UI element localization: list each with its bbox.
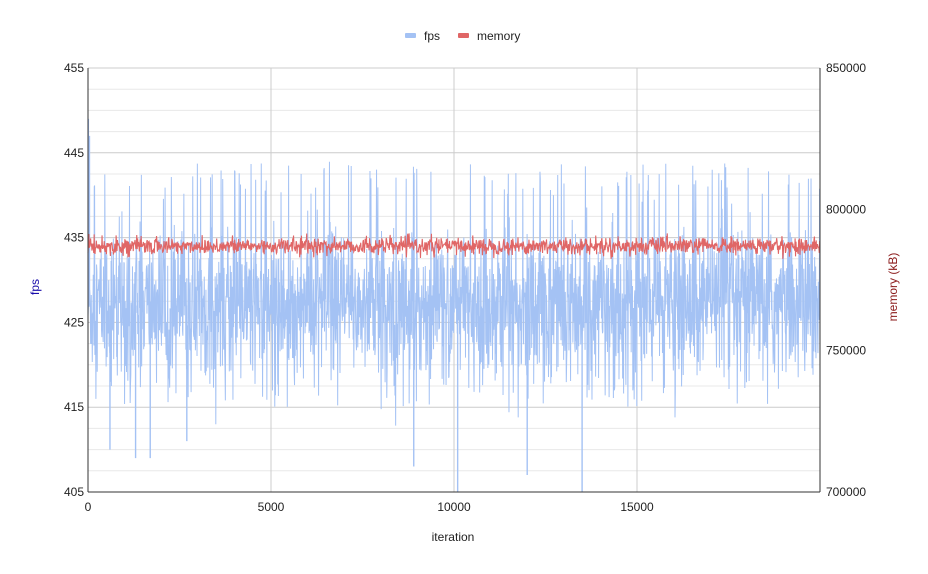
- series-fps: [87, 118, 821, 492]
- y-tick-label-left: 445: [64, 146, 84, 160]
- x-tick-label: 0: [85, 500, 92, 514]
- legend: fps memory: [405, 29, 520, 43]
- tick-labels: 405 415 425 435 445 455 700000 750000 800000 8500…: [64, 61, 866, 514]
- y-tick-label-left: 435: [64, 231, 84, 245]
- axes: [87, 68, 821, 493]
- y-axis-title-right: memory (kB): [886, 253, 900, 322]
- y-tick-label-right: 750000: [826, 344, 866, 358]
- series-memory: [87, 233, 821, 259]
- y-tick-label-right: 800000: [826, 202, 866, 216]
- y-tick-label-left: 405: [64, 485, 84, 499]
- x-tick-label: 10000: [437, 500, 471, 514]
- legend-label-memory: memory: [477, 29, 520, 43]
- x-tick-label: 15000: [620, 500, 654, 514]
- fps-line: [87, 161, 821, 426]
- memory-line: [87, 233, 821, 259]
- x-axis-title: iteration: [432, 530, 475, 544]
- legend-swatch-fps: [405, 33, 416, 38]
- legend-label-fps: fps: [424, 29, 440, 43]
- y-tick-label-right: 700000: [826, 485, 866, 499]
- legend-swatch-memory: [458, 33, 469, 38]
- y-tick-label-left: 425: [64, 315, 84, 329]
- y-tick-label-right: 850000: [826, 61, 866, 75]
- y-axis-title-left: fps: [28, 279, 42, 295]
- y-tick-label-left: 415: [64, 400, 84, 414]
- y-tick-label-left: 455: [64, 61, 84, 75]
- x-tick-label: 5000: [258, 500, 285, 514]
